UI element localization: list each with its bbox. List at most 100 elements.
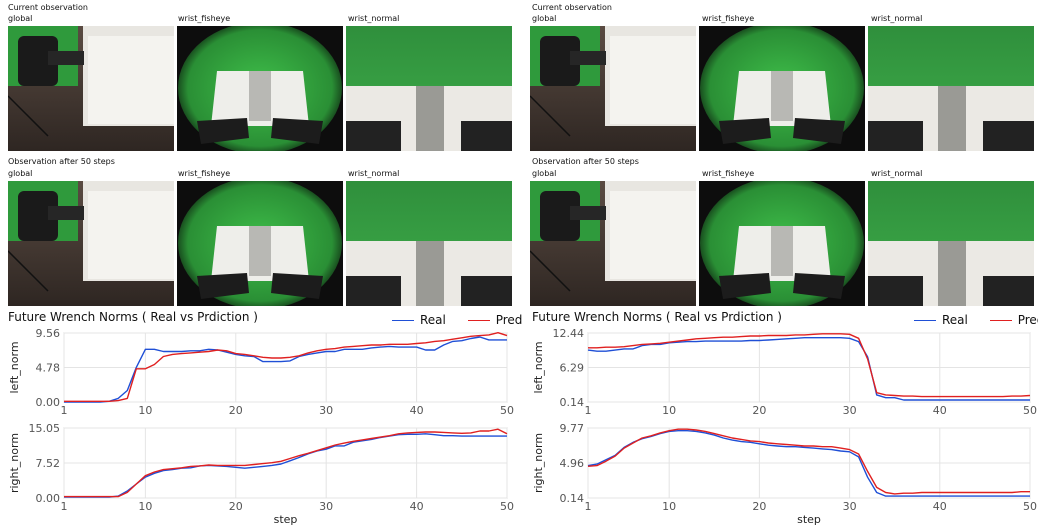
x-tick-label: 40 — [933, 500, 947, 513]
series-line-real — [587, 337, 1030, 401]
chart-legend: Real Pred — [896, 313, 1038, 327]
series-line-pred — [587, 428, 1030, 495]
legend-label-real: Real — [942, 313, 968, 327]
legend-label-pred: Pred — [495, 313, 523, 327]
legend-entry-real: Real — [392, 313, 446, 327]
y-tick-label: 4.78 — [36, 362, 61, 375]
camera-label-wrist-normal: wrist_normal — [348, 14, 400, 23]
series-line-pred — [64, 332, 508, 402]
x-tick-label: 10 — [138, 500, 152, 513]
legend-entry-real: Real — [914, 313, 968, 327]
x-tick-label: 10 — [662, 500, 676, 513]
series-line-pred — [588, 333, 1031, 398]
camera-label-global: global — [532, 169, 557, 178]
camera-label-wrist-fisheye: wrist_fisheye — [178, 169, 231, 178]
y-axis-label: right_norm — [532, 433, 545, 493]
after-observation-label: Observation after 50 steps — [8, 157, 115, 166]
subplot-left-norm: 1 10 20 30 40 50 0.00 4.78 9.56 left_norm — [8, 327, 514, 417]
y-tick-label: 0.14 — [560, 396, 585, 409]
y-tick-label: 0.00 — [36, 396, 61, 409]
y-axis-label: left_norm — [532, 341, 545, 393]
x-tick-label: 1 — [61, 500, 68, 513]
y-axis-label: right_norm — [8, 433, 21, 493]
legend-swatch-real — [914, 320, 936, 321]
legend-swatch-pred — [467, 320, 490, 321]
x-tick-label: 30 — [843, 404, 857, 417]
current-observation-label: Current observation — [8, 3, 88, 12]
legend-swatch-pred — [989, 320, 1012, 321]
y-tick-label: 12.44 — [553, 327, 585, 340]
x-tick-label: 20 — [752, 404, 766, 417]
panel-right: Current observation global wrist_fisheye… — [524, 0, 1038, 529]
chart-right: 1 10 20 30 40 50 0.14 6.29 12.44 left_norm 1 10 20 30… — [532, 327, 1037, 526]
series-line-pred — [64, 428, 508, 498]
x-tick-label: 50 — [500, 500, 514, 513]
current-observation-label: Current observation — [532, 3, 612, 12]
y-tick-label: 15.05 — [29, 422, 61, 435]
x-tick-label: 1 — [585, 500, 592, 513]
series-line-real — [64, 433, 507, 498]
x-tick-label: 40 — [410, 500, 424, 513]
x-tick-label: 10 — [662, 404, 676, 417]
x-tick-label: 30 — [319, 500, 333, 513]
x-tick-label: 40 — [410, 404, 424, 417]
y-tick-label: 7.52 — [36, 457, 61, 470]
x-tick-label: 50 — [1023, 404, 1037, 417]
x-axis-label: step — [797, 513, 821, 526]
x-tick-label: 1 — [61, 404, 68, 417]
camera-label-global: global — [8, 14, 33, 23]
x-tick-label: 20 — [229, 404, 243, 417]
camera-image-global — [8, 181, 174, 306]
x-tick-label: 1 — [585, 404, 592, 417]
camera-image-wrist-normal — [868, 181, 1034, 306]
y-tick-label: 4.96 — [560, 457, 585, 470]
x-tick-label: 20 — [229, 500, 243, 513]
legend-label-pred: Pred — [1017, 313, 1038, 327]
after-observation-label: Observation after 50 steps — [532, 157, 639, 166]
chart-left: 1 10 20 30 40 50 0.00 4.78 9.56 left_norm 1 10 20 30 4… — [8, 327, 514, 526]
camera-image-wrist-fisheye — [177, 26, 343, 151]
camera-label-global: global — [532, 14, 557, 23]
panel-left: Current observation global wrist_fisheye… — [8, 3, 522, 526]
y-tick-label: 0.00 — [36, 492, 61, 505]
camera-label-wrist-fisheye: wrist_fisheye — [178, 14, 231, 23]
legend-entry-pred: Pred — [467, 313, 523, 327]
chart-title: Future Wrench Norms ( Real vs Prdiction … — [8, 310, 258, 324]
y-axis-label: left_norm — [8, 341, 21, 393]
x-tick-label: 50 — [1023, 500, 1037, 513]
camera-label-wrist-normal: wrist_normal — [871, 169, 923, 178]
y-tick-label: 0.14 — [560, 492, 585, 505]
subplot-left-norm: 1 10 20 30 40 50 0.14 6.29 12.44 left_norm — [532, 327, 1037, 417]
camera-image-wrist-normal — [868, 26, 1034, 151]
x-tick-label: 20 — [752, 500, 766, 513]
x-axis-label: step — [274, 513, 298, 526]
camera-image-wrist-fisheye — [699, 181, 865, 306]
camera-image-wrist-fisheye — [177, 181, 343, 306]
camera-image-wrist-normal — [346, 181, 512, 306]
x-tick-label: 50 — [500, 404, 514, 417]
camera-image-global — [530, 26, 696, 151]
x-tick-label: 10 — [138, 404, 152, 417]
camera-label-wrist-fisheye: wrist_fisheye — [702, 169, 755, 178]
y-tick-label: 9.56 — [36, 327, 61, 340]
camera-image-wrist-fisheye — [699, 26, 865, 151]
camera-image-global — [530, 181, 696, 306]
camera-image-global — [8, 26, 174, 151]
y-tick-label: 9.77 — [560, 422, 585, 435]
x-tick-label: 30 — [319, 404, 333, 417]
chart-title: Future Wrench Norms ( Real vs Prdiction … — [532, 310, 782, 324]
camera-label-wrist-normal: wrist_normal — [871, 14, 923, 23]
camera-label-wrist-normal: wrist_normal — [348, 169, 400, 178]
y-tick-label: 6.29 — [560, 362, 585, 375]
camera-image-wrist-normal — [346, 26, 512, 151]
chart-legend: Real Pred — [374, 313, 522, 327]
legend-swatch-real — [392, 320, 414, 321]
camera-label-global: global — [8, 169, 33, 178]
legend-entry-pred: Pred — [989, 313, 1038, 327]
series-line-real — [64, 336, 507, 403]
camera-label-wrist-fisheye: wrist_fisheye — [702, 14, 755, 23]
x-tick-label: 40 — [933, 404, 947, 417]
legend-label-real: Real — [420, 313, 446, 327]
